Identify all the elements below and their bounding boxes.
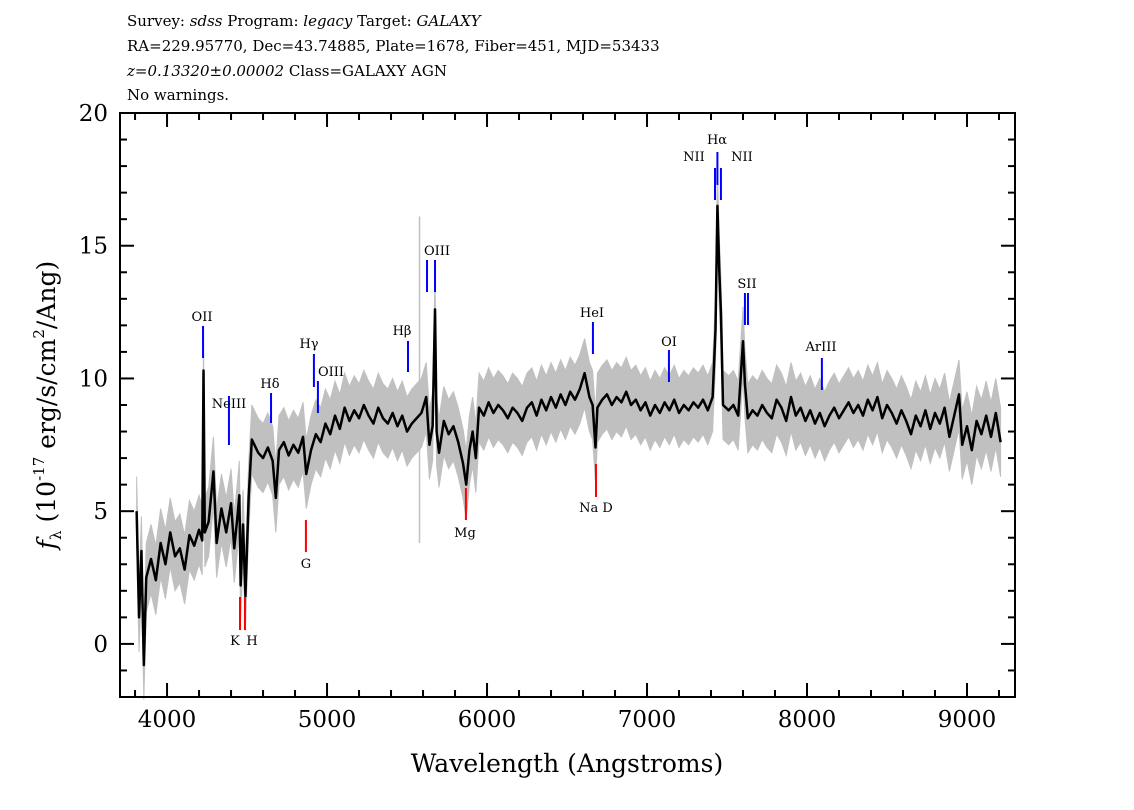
absorption-line-label: K: [230, 634, 240, 649]
emission-line-label: Hβ: [393, 324, 412, 339]
y-label-rest: (10: [32, 481, 61, 531]
absorption-line-label: Mg: [454, 526, 476, 541]
line-markers: OIINeIIIHδHγOIIIHβOIIIHeIOINIIHαNIISIIAr…: [192, 133, 837, 649]
noise-band: [136, 171, 1002, 700]
emission-line-label: HeI: [580, 306, 604, 321]
emission-line-label: OIII: [318, 365, 344, 380]
emission-line-label: ArIII: [804, 340, 836, 355]
emission-line-label: Hγ: [299, 337, 318, 352]
absorption-line-label: Na D: [579, 501, 613, 516]
emission-line-label: NeIII: [212, 397, 246, 412]
header-line-coords: RA=229.95770, Dec=43.74885, Plate=1678, …: [127, 37, 660, 55]
absorption-line-label: G: [301, 557, 311, 572]
emission-line-label: SII: [737, 277, 756, 292]
y-label-sub: λ: [47, 530, 65, 540]
y-label-symbol: f: [32, 536, 61, 551]
x-tick-label: 5000: [298, 707, 357, 733]
axis-ticks: 4000 5000 6000 7000 8000 9000 0 5 10 15 20: [79, 101, 1015, 733]
x-tick-label: 7000: [618, 707, 677, 733]
spectrum-line: [135, 204, 1002, 667]
spectrum-series: [135, 204, 1002, 667]
emission-line-label: NII: [683, 150, 705, 165]
program-label: Program:: [222, 12, 304, 30]
header-line-redshift: z=0.13320±0.00002 Class=GALAXY AGN: [127, 62, 447, 80]
x-tick-label: 4000: [138, 707, 197, 733]
header-line-warnings: No warnings.: [127, 86, 230, 104]
survey-label: Survey:: [127, 12, 190, 30]
y-label-exp2: 2: [30, 329, 48, 339]
absorption-line-label: H: [246, 634, 257, 649]
x-tick-label: 9000: [938, 707, 997, 733]
y-tick-label: 5: [93, 499, 108, 525]
emission-line-label: Hδ: [260, 377, 279, 392]
emission-line-label: NII: [731, 150, 753, 165]
y-tick-label: 20: [79, 101, 108, 127]
target-value: GALAXY: [416, 12, 481, 30]
header-line-survey: Survey: sdss Program: legacy Target: GAL…: [127, 12, 481, 30]
y-tick-label: 0: [93, 632, 108, 658]
target-label: Target:: [352, 12, 417, 30]
y-label-end: /Ang): [32, 261, 61, 329]
noise-envelope: [136, 171, 1002, 700]
y-tick-label: 10: [79, 366, 108, 392]
emission-line-label: Hα: [707, 133, 727, 148]
y-axis-label: fλ (10-17 erg/s/cm2/Ang): [30, 261, 65, 551]
x-tick-label: 8000: [778, 707, 837, 733]
y-label-exp: -17: [30, 457, 48, 481]
redshift-value: z=0.13320±0.00002: [127, 62, 285, 80]
emission-line-label: OI: [661, 335, 677, 350]
x-tick-label: 6000: [458, 707, 517, 733]
class-value: Class=GALAXY AGN: [284, 62, 447, 80]
program-value: legacy: [303, 12, 353, 30]
survey-value: sdss: [189, 12, 223, 30]
y-tick-label: 15: [79, 234, 108, 260]
emission-line-label: OII: [192, 310, 213, 325]
emission-line-label: OIII: [424, 244, 450, 259]
y-label-units: erg/s/cm: [32, 338, 61, 456]
x-axis-label: Wavelength (Angstroms): [411, 749, 723, 778]
